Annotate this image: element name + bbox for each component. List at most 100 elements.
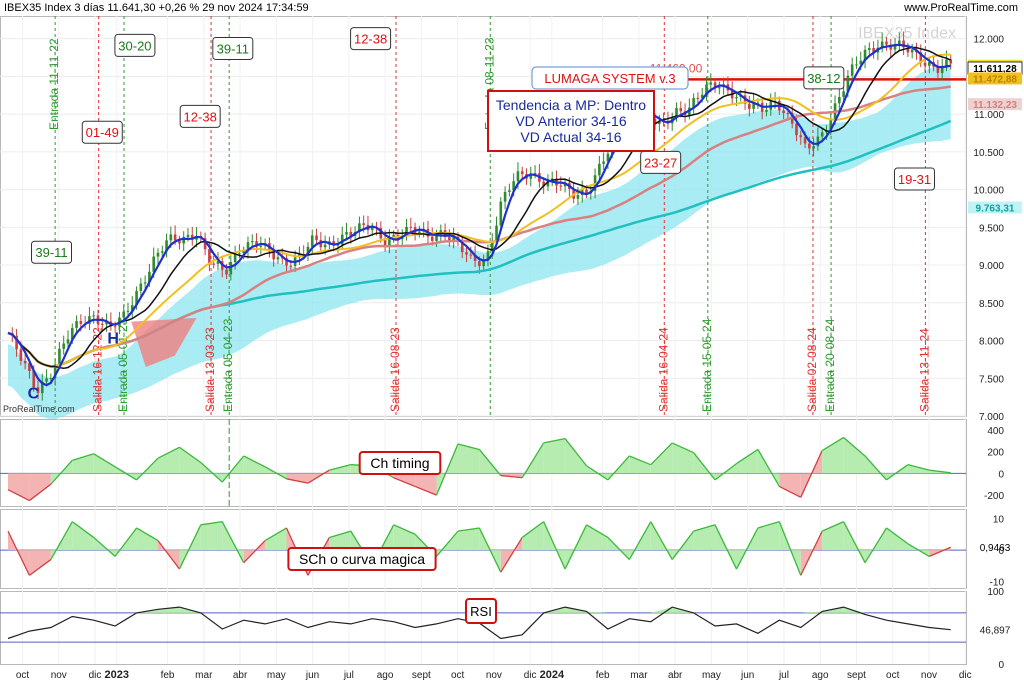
exit-label: Salida 16-08-23 <box>388 327 402 412</box>
candle-body <box>100 323 104 325</box>
ch-timing-line <box>800 450 823 498</box>
ch-timing-line <box>50 459 73 485</box>
candle-body <box>233 253 237 263</box>
tendency-line: Tendencia a MP: Dentro <box>496 97 646 113</box>
ch-timing-area <box>286 473 308 484</box>
rsi-overbought-area <box>800 611 823 613</box>
ch-timing-area <box>650 442 673 474</box>
candle-body <box>405 226 408 237</box>
candle-body <box>49 378 53 380</box>
candle-body <box>383 238 387 246</box>
entry-label: Entrada 20-08-24 <box>823 318 837 412</box>
price-label-text: 9.763,31 <box>976 203 1015 214</box>
candle-body <box>208 249 211 264</box>
candle-body <box>75 321 78 328</box>
entry-label: Entrada 05-04-23 <box>221 318 235 412</box>
ch-timing-area <box>736 449 758 474</box>
candle-body <box>122 311 126 318</box>
candle-body <box>139 283 143 291</box>
candle-body <box>58 348 61 365</box>
sch-curve-line <box>500 537 523 573</box>
price-y-tick-label: 10.500 <box>973 148 1004 159</box>
ch-timing-area <box>72 453 94 474</box>
ch-timing-line <box>221 455 245 483</box>
ch-timing-line <box>736 448 759 465</box>
candle-body <box>812 146 815 149</box>
ch-timing-line <box>693 452 716 481</box>
ch-timing-y-tick: 400 <box>987 426 1004 437</box>
candle-body <box>53 364 57 379</box>
candle-body <box>705 84 708 95</box>
candle-body <box>859 60 863 65</box>
candle-body <box>19 349 23 361</box>
signal-label: 39-11 <box>217 41 249 56</box>
candle-body <box>285 258 288 266</box>
ch-timing-line <box>307 469 330 484</box>
price-y-tick-label: 9.000 <box>979 261 1004 272</box>
sch-curve-area <box>457 527 480 551</box>
candle-body <box>799 135 803 138</box>
ch-timing-area <box>157 447 180 474</box>
rsi-last-value: 46,897 <box>980 626 1011 637</box>
candle-body <box>765 109 768 112</box>
ch-timing-line <box>843 436 866 457</box>
candle-body <box>563 182 567 187</box>
sch-curve-line <box>907 543 930 557</box>
candle-body <box>945 59 948 67</box>
signal-label: 19-31 <box>898 172 931 187</box>
candle-body <box>345 231 348 235</box>
ch-timing-line <box>543 437 566 444</box>
sch-curve-title: SCh o curva magica <box>299 551 425 567</box>
rsi-title-box <box>465 598 497 624</box>
x-month-label: sept <box>847 670 866 681</box>
ichimoku-cloud <box>8 65 951 420</box>
sch-curve-line <box>628 521 652 560</box>
provider-label: ProRealTime.com <box>3 404 75 414</box>
exit-label: Salida 13-11-24 <box>917 328 931 412</box>
sch-curve-last-value: 0,9463 <box>980 543 1011 554</box>
sch-curve-line <box>735 527 759 570</box>
candle-body <box>452 236 455 241</box>
x-month-label: dic <box>959 670 972 681</box>
signal-box <box>81 120 123 144</box>
candle-body <box>306 246 310 255</box>
price-y-tick-label: 9.500 <box>979 223 1004 234</box>
candle-body <box>940 66 944 73</box>
candle-body <box>585 189 588 194</box>
candle-body <box>893 44 897 50</box>
candle-body <box>259 245 263 247</box>
system-title: LUMAGA SYSTEM v.3 <box>544 71 675 86</box>
ch-timing-y-tick: 200 <box>987 448 1004 459</box>
price-y-tick-label: 7.000 <box>979 412 1004 423</box>
sch-curve-line <box>607 536 630 561</box>
candle-body <box>92 315 96 317</box>
sch-curve-line <box>693 524 716 532</box>
ch-timing-area <box>629 455 651 474</box>
candle-body <box>178 240 181 244</box>
candle-body <box>40 381 44 394</box>
candle-body <box>692 97 695 108</box>
candle-body <box>28 363 31 372</box>
candle-body <box>465 252 468 255</box>
candle-body <box>752 102 755 109</box>
sch-curve-line <box>29 559 52 576</box>
ch-timing-area <box>907 464 930 474</box>
candle-body <box>863 49 867 61</box>
cloud-negative-zone <box>131 317 197 367</box>
candle-body <box>838 97 841 104</box>
ch-timing-line <box>7 489 30 502</box>
ch-timing-line <box>329 464 351 471</box>
sch-curve-line <box>7 530 31 576</box>
ch-timing-line <box>200 462 223 483</box>
x-month-label: oct <box>451 670 465 681</box>
pattern-label-h: H <box>107 331 119 348</box>
candle-body <box>152 256 155 272</box>
candle-body <box>32 371 36 388</box>
x-month-label: nov <box>921 670 937 681</box>
candle-body <box>435 234 438 241</box>
x-month-label: ago <box>812 670 829 681</box>
ch-timing-y-tick: -200 <box>984 491 1004 502</box>
price-y-tick-label: 10.000 <box>973 186 1004 197</box>
price-y-tick-label: 12.000 <box>973 35 1004 46</box>
